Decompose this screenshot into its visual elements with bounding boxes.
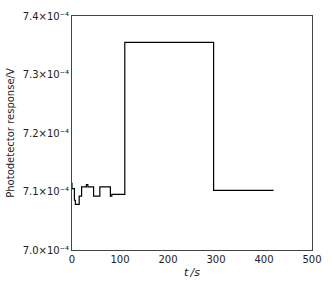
svg-text:7.0×10⁻⁴: 7.0×10⁻⁴ xyxy=(23,245,69,256)
svg-text:300: 300 xyxy=(206,254,225,265)
svg-text:7.1×10⁻⁴: 7.1×10⁻⁴ xyxy=(23,186,69,197)
svg-text:t /s: t /s xyxy=(184,266,200,279)
svg-text:500: 500 xyxy=(302,254,321,265)
svg-text:400: 400 xyxy=(254,254,273,265)
svg-text:200: 200 xyxy=(158,254,177,265)
svg-text:Photodetector response/V: Photodetector response/V xyxy=(5,68,16,198)
svg-text:7.2×10⁻⁴: 7.2×10⁻⁴ xyxy=(23,128,69,139)
svg-text:7.3×10⁻⁴: 7.3×10⁻⁴ xyxy=(23,69,69,80)
svg-text:100: 100 xyxy=(110,254,129,265)
svg-text:0: 0 xyxy=(69,254,75,265)
svg-text:7.4×10⁻⁴: 7.4×10⁻⁴ xyxy=(23,11,69,22)
